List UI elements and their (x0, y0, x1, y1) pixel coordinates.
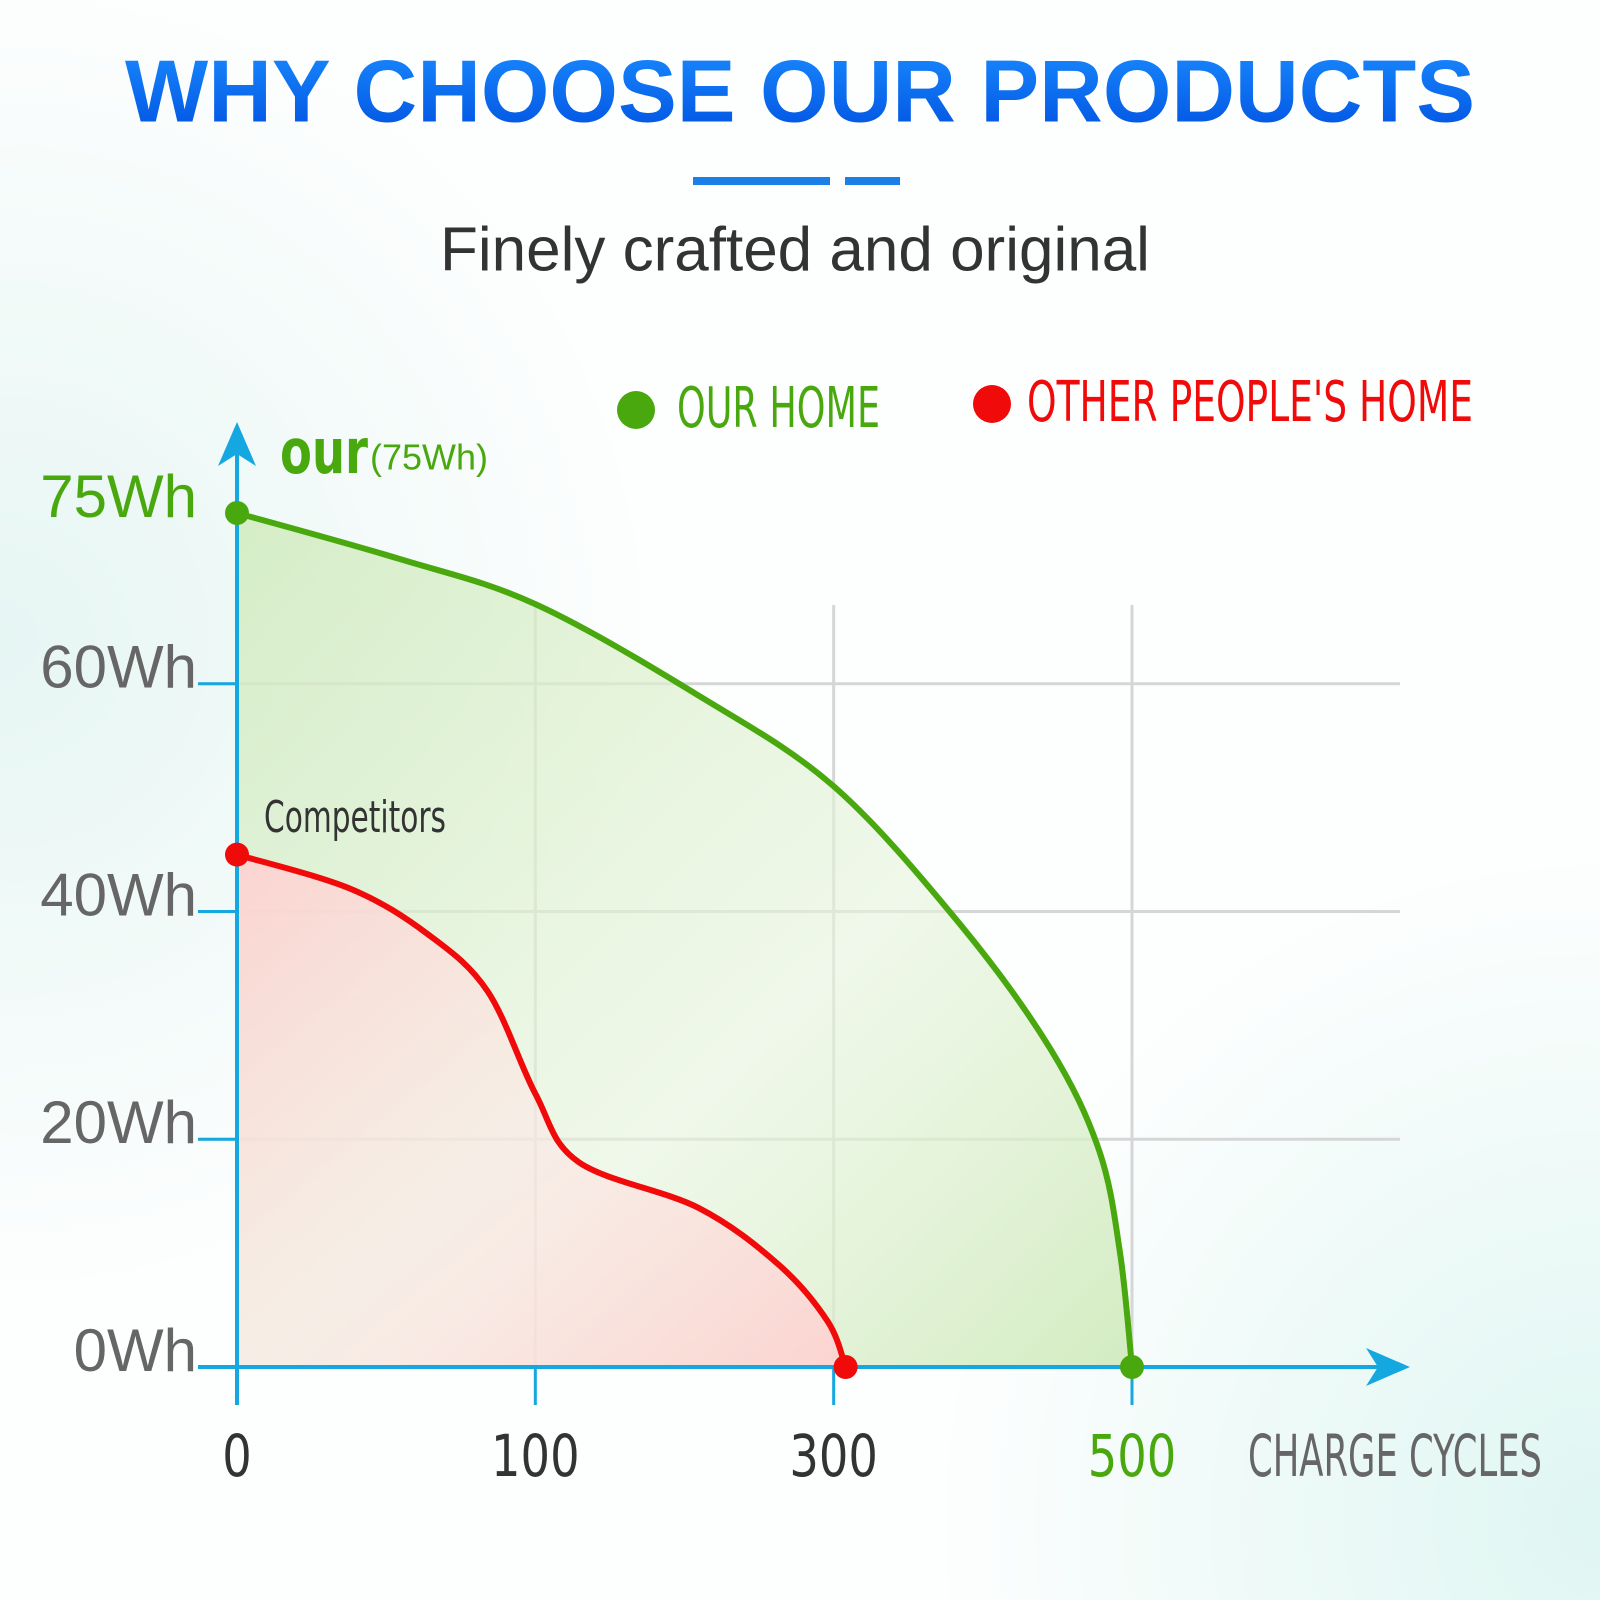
y-tick-label: 20Wh (40, 1089, 197, 1156)
y-tick-label: 75Wh (40, 463, 197, 530)
legend-label: OTHER PEOPLE'S HOME (1027, 370, 1473, 435)
endpoint-dot (225, 501, 249, 525)
legend-label: OUR HOME (677, 376, 880, 441)
x-axis-arrow (1366, 1348, 1410, 1386)
endpoint-dot (1120, 1355, 1144, 1379)
y-tick-label: 0Wh (74, 1317, 197, 1384)
plot: 0Wh 20Wh 40Wh 60Wh 75Wh 0 100 300 500 OUR HOME OTH… (40, 370, 1473, 1490)
y-tick-label: 60Wh (40, 634, 197, 701)
line (236, 851, 849, 1369)
x-axis-label: CHARGE CYCLES (1248, 1422, 1542, 1490)
annotation: our (280, 415, 368, 488)
annotation: Competitors (264, 792, 446, 843)
endpoint-dot (225, 842, 249, 867)
x-tick-label: 500 (1088, 1423, 1177, 1490)
x-tick-label: 300 (789, 1423, 878, 1490)
endpoint-dot (833, 1355, 858, 1379)
decor-bar (693, 177, 830, 185)
chart-title: WHY CHOOSE OUR PRODUCTS (125, 41, 1475, 140)
subtitle: Finely crafted and original (440, 215, 1150, 284)
x-tick-label: 100 (491, 1423, 580, 1490)
legend-dot (973, 385, 1011, 423)
y-tick-label: 40Wh (40, 861, 197, 928)
legend-dot (617, 391, 655, 429)
x-tick-label: 0 (222, 1423, 252, 1490)
decor-bar (845, 177, 900, 185)
annotation: (75Wh) (370, 437, 488, 478)
line (236, 510, 1135, 1368)
y-axis-arrow (218, 422, 256, 466)
